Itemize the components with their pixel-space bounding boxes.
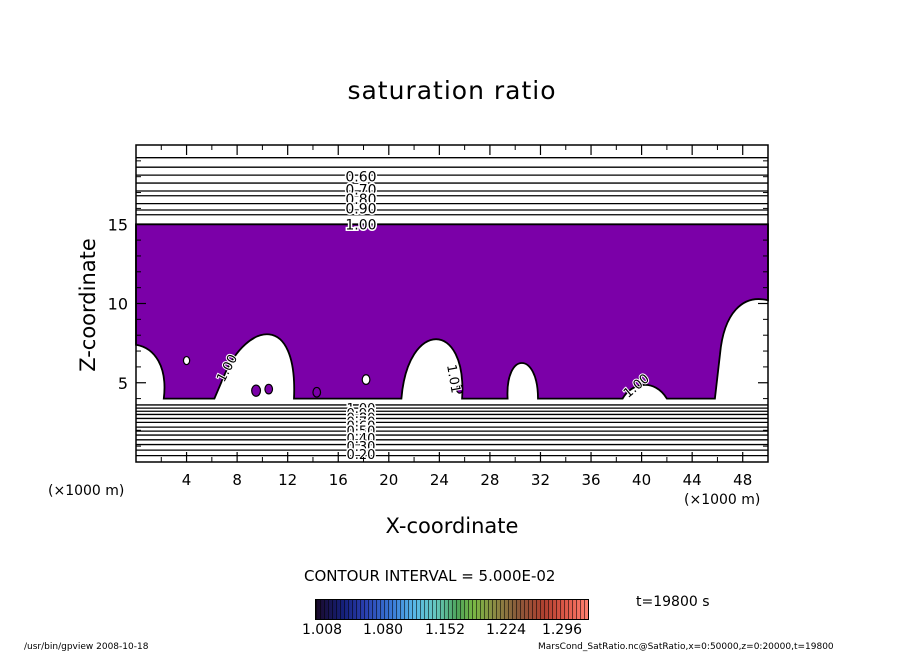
contour-label: 0.80	[345, 192, 376, 208]
cloud-blob	[312, 386, 322, 398]
footer-program-date: /usr/bin/gpview 2008-10-18	[24, 642, 149, 652]
y-tick-label: 15	[108, 215, 128, 234]
contour-label: 1.00	[347, 402, 376, 417]
x-tick-label: 28	[480, 471, 499, 489]
cloud-blob	[455, 384, 464, 394]
contour-label: 0.40	[347, 432, 376, 447]
contour-lines	[136, 157, 768, 457]
x-tick-label: 4	[182, 471, 192, 489]
supersaturated-fill	[135, 223, 769, 400]
cloud-blob	[182, 355, 191, 366]
y-tick-label: 10	[108, 295, 128, 314]
x-tick-label: 16	[329, 471, 348, 489]
contour-label: 0.60	[347, 420, 376, 435]
contour-interval-label: CONTOUR INTERVAL = 5.000E-02	[304, 567, 556, 585]
contour-label: 0.80	[347, 412, 376, 427]
x-tick-label: 8	[232, 471, 242, 489]
time-label: t=19800 s	[636, 594, 710, 610]
cloud-blob	[264, 383, 274, 395]
x-tick-label: 12	[278, 471, 297, 489]
y-axis-label: Z-coordinate	[76, 238, 100, 372]
contour-label: 0.90	[345, 201, 376, 217]
colorbar-tick-label: 1.296	[541, 622, 583, 638]
x-tick-label: 36	[581, 471, 600, 489]
colorbar-tick-label: 1.080	[362, 622, 404, 638]
colorbar-tick-label: 1.152	[424, 622, 466, 638]
colorbar-tick-label: 1.224	[485, 622, 527, 638]
x-tick-label: 20	[379, 471, 398, 489]
x-tick-label: 24	[430, 471, 449, 489]
supersaturated-region	[135, 223, 769, 400]
contour-label: 0.60	[345, 170, 376, 186]
contour-label: 0.70	[347, 416, 376, 431]
contour-label: 0.50	[347, 424, 376, 439]
cloud-blob	[361, 374, 371, 385]
x-tick-label: 44	[683, 471, 702, 489]
x-unit-label-left: (×1000 m)	[48, 483, 125, 499]
contour-label: 0.30	[347, 440, 376, 455]
colorbar-tick-label: 1.008	[301, 622, 343, 638]
colorbar	[315, 599, 589, 620]
x-tick-label: 40	[632, 471, 651, 489]
contour-label: 0.70	[345, 182, 376, 198]
x-axis-label: X-coordinate	[385, 514, 519, 538]
cloud-blob	[251, 384, 262, 397]
contour-label: 0.90	[347, 407, 376, 422]
contour-label: 0.20	[347, 448, 376, 463]
footer-data-source: MarsCond_SatRatio.nc@SatRatio,x=0:50000,…	[538, 642, 834, 652]
y-tick-label: 5	[118, 374, 128, 393]
contour-label: 1.00	[345, 217, 376, 233]
chart-title: saturation ratio	[347, 76, 557, 105]
x-tick-label: 48	[733, 471, 752, 489]
x-unit-label-right: (×1000 m)	[684, 492, 761, 508]
contour-label: 1.01	[443, 363, 463, 394]
x-tick-label: 32	[531, 471, 550, 489]
